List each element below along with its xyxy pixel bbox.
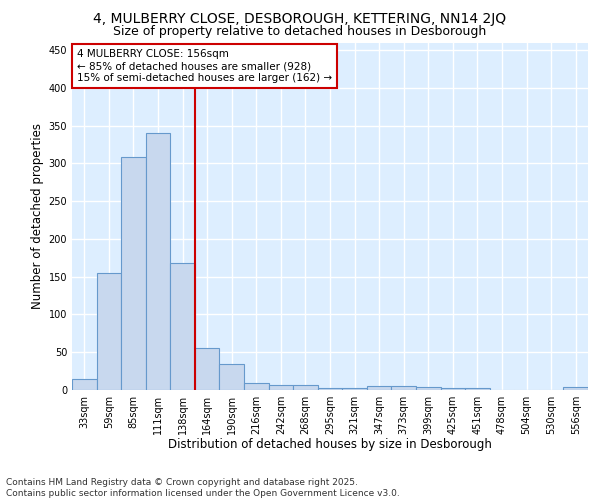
- Bar: [440, 388, 465, 390]
- Bar: [97, 273, 121, 390]
- Bar: [170, 263, 195, 390]
- Bar: [293, 386, 318, 390]
- Y-axis label: Number of detached properties: Number of detached properties: [31, 123, 44, 309]
- Bar: [563, 387, 588, 390]
- Bar: [318, 388, 342, 390]
- X-axis label: Distribution of detached houses by size in Desborough: Distribution of detached houses by size …: [168, 438, 492, 452]
- Bar: [342, 388, 367, 390]
- Text: 4, MULBERRY CLOSE, DESBOROUGH, KETTERING, NN14 2JQ: 4, MULBERRY CLOSE, DESBOROUGH, KETTERING…: [94, 12, 506, 26]
- Text: Contains HM Land Registry data © Crown copyright and database right 2025.
Contai: Contains HM Land Registry data © Crown c…: [6, 478, 400, 498]
- Bar: [195, 348, 220, 390]
- Bar: [465, 388, 490, 390]
- Text: Size of property relative to detached houses in Desborough: Size of property relative to detached ho…: [113, 25, 487, 38]
- Bar: [416, 387, 440, 390]
- Bar: [367, 386, 391, 390]
- Text: 4 MULBERRY CLOSE: 156sqm
← 85% of detached houses are smaller (928)
15% of semi-: 4 MULBERRY CLOSE: 156sqm ← 85% of detach…: [77, 50, 332, 82]
- Bar: [72, 378, 97, 390]
- Bar: [269, 384, 293, 390]
- Bar: [121, 158, 146, 390]
- Bar: [146, 133, 170, 390]
- Bar: [391, 386, 416, 390]
- Bar: [244, 383, 269, 390]
- Bar: [220, 364, 244, 390]
